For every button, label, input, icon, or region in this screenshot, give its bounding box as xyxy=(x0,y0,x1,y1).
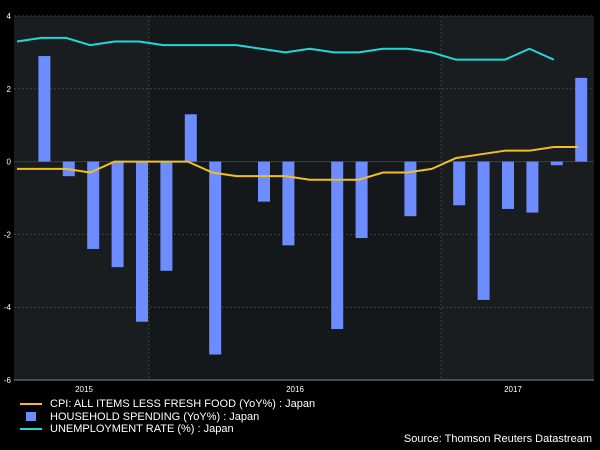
plot-area-2016 xyxy=(149,16,441,380)
x-tick-label-2017: 2017 xyxy=(504,385,522,394)
bar-spending xyxy=(331,161,344,330)
source-note: Source: Thomson Reuters Datastream xyxy=(403,433,592,445)
bar-spending xyxy=(184,114,197,162)
legend-label-unemployment: UNEMPLOYMENT RATE (%) : Japan xyxy=(50,423,234,436)
legend-item-cpi: CPI: ALL ITEMS LESS FRESH FOOD (YoY%) : … xyxy=(20,398,315,411)
bar-spending xyxy=(453,161,466,206)
household-spending-bars xyxy=(38,56,588,355)
line-cpi xyxy=(17,146,579,181)
y-axis-ticks: 4 2 0 -2 -4 -6 xyxy=(4,12,12,385)
series-lines xyxy=(16,36,579,181)
y-tick-label: -4 xyxy=(4,303,12,312)
bar-spending xyxy=(477,161,490,300)
bar-spending xyxy=(87,161,100,249)
bar-spending xyxy=(160,161,173,271)
line-unemployment xyxy=(16,36,555,61)
plot-background xyxy=(14,16,594,380)
bar-spending xyxy=(111,161,124,268)
y-tick-label: 0 xyxy=(7,158,12,167)
y-tick-label: -6 xyxy=(4,376,12,385)
bar-spending xyxy=(209,161,222,355)
legend: CPI: ALL ITEMS LESS FRESH FOOD (YoY%) : … xyxy=(20,398,315,436)
y-tick-label: 4 xyxy=(7,12,12,21)
bar-spending xyxy=(526,161,539,213)
x-tick-label-2015: 2015 xyxy=(75,385,93,394)
bar-spending xyxy=(404,161,417,217)
y-tick-label: 2 xyxy=(7,85,12,94)
legend-label-spending: HOUSEHOLD SPENDING (YoY%) : Japan xyxy=(50,410,260,423)
bar-spending xyxy=(282,161,295,246)
grid-lines xyxy=(14,15,594,381)
bar-spending xyxy=(258,161,270,202)
legend-label-cpi: CPI: ALL ITEMS LESS FRESH FOOD (YoY%) : … xyxy=(50,398,316,411)
y-tick-label: -2 xyxy=(4,230,12,239)
bar-spending xyxy=(136,161,148,322)
bar-spending xyxy=(502,161,514,209)
legend-swatch-cpi xyxy=(20,403,42,406)
bar-spending xyxy=(550,161,563,166)
x-tick-label-2016: 2016 xyxy=(286,385,304,394)
legend-item-spending: HOUSEHOLD SPENDING (YoY%) : Japan xyxy=(20,411,315,424)
x-axis-ticks: 2015 2016 2017 xyxy=(75,385,522,394)
legend-swatch-unemployment xyxy=(20,428,42,431)
legend-item-unemployment: UNEMPLOYMENT RATE (%) : Japan xyxy=(20,423,315,436)
bar-spending xyxy=(575,77,588,162)
legend-swatch-spending xyxy=(26,412,36,422)
bar-spending xyxy=(355,161,368,239)
bar-spending xyxy=(38,56,51,162)
